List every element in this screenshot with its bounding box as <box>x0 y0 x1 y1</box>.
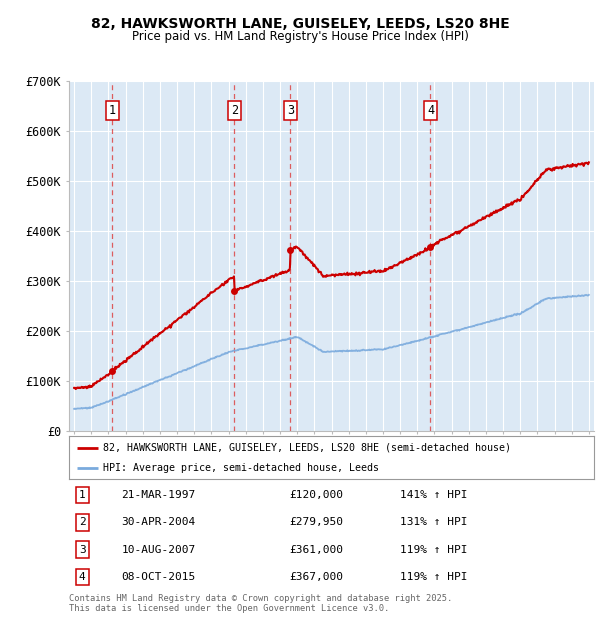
Text: 3: 3 <box>287 104 294 117</box>
Text: £361,000: £361,000 <box>290 544 343 554</box>
Text: 2: 2 <box>79 518 86 528</box>
Text: 141% ↑ HPI: 141% ↑ HPI <box>400 490 467 500</box>
Text: £120,000: £120,000 <box>290 490 343 500</box>
Text: 10-AUG-2007: 10-AUG-2007 <box>121 544 196 554</box>
Text: 1: 1 <box>79 490 86 500</box>
Text: 82, HAWKSWORTH LANE, GUISELEY, LEEDS, LS20 8HE: 82, HAWKSWORTH LANE, GUISELEY, LEEDS, LS… <box>91 17 509 31</box>
Text: Contains HM Land Registry data © Crown copyright and database right 2025.
This d: Contains HM Land Registry data © Crown c… <box>69 594 452 613</box>
Text: 1: 1 <box>109 104 116 117</box>
Text: 3: 3 <box>79 544 86 554</box>
Text: £279,950: £279,950 <box>290 518 343 528</box>
Text: 131% ↑ HPI: 131% ↑ HPI <box>400 518 467 528</box>
Text: Price paid vs. HM Land Registry's House Price Index (HPI): Price paid vs. HM Land Registry's House … <box>131 30 469 43</box>
Text: 4: 4 <box>427 104 434 117</box>
Text: 4: 4 <box>79 572 86 582</box>
Text: 82, HAWKSWORTH LANE, GUISELEY, LEEDS, LS20 8HE (semi-detached house): 82, HAWKSWORTH LANE, GUISELEY, LEEDS, LS… <box>103 443 511 453</box>
Text: 119% ↑ HPI: 119% ↑ HPI <box>400 572 467 582</box>
Text: 119% ↑ HPI: 119% ↑ HPI <box>400 544 467 554</box>
Text: 08-OCT-2015: 08-OCT-2015 <box>121 572 196 582</box>
Text: 30-APR-2004: 30-APR-2004 <box>121 518 196 528</box>
Text: HPI: Average price, semi-detached house, Leeds: HPI: Average price, semi-detached house,… <box>103 463 379 473</box>
Text: 21-MAR-1997: 21-MAR-1997 <box>121 490 196 500</box>
Text: £367,000: £367,000 <box>290 572 343 582</box>
Text: 2: 2 <box>230 104 238 117</box>
